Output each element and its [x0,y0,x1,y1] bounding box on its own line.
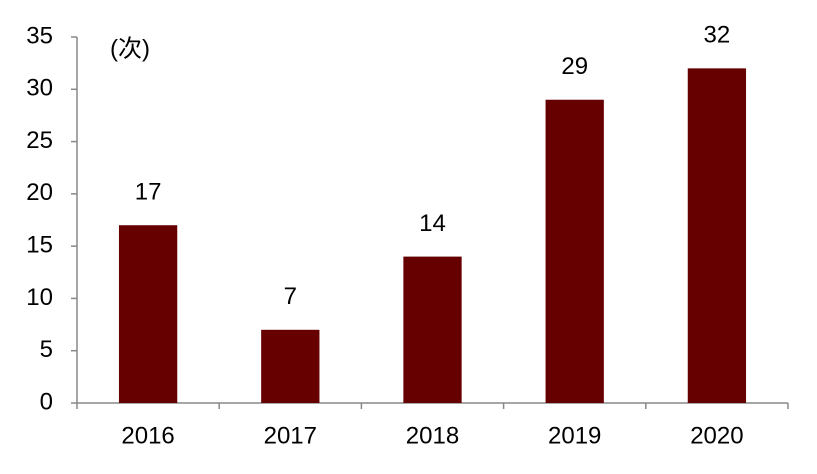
bar [261,329,320,403]
y-tick-label: 0 [40,388,53,415]
data-label: 14 [419,210,446,237]
y-tick-label: 25 [26,127,53,154]
data-label: 17 [135,179,162,206]
unit-label: (次) [110,35,150,62]
y-tick-label: 20 [26,179,53,206]
data-label: 7 [284,283,297,310]
x-tick-label: 2019 [548,422,601,449]
y-tick-label: 30 [26,75,53,102]
bar [687,68,747,403]
bar [545,99,604,403]
y-tick-label: 15 [26,231,53,258]
bar [118,225,178,403]
data-label: 29 [561,53,588,80]
x-tick-label: 2016 [121,422,174,449]
data-label: 32 [704,22,731,49]
x-tick-label: 2018 [406,422,459,449]
bar [403,256,462,403]
x-tick-label: 2017 [264,422,317,449]
y-tick-label: 35 [26,22,53,49]
y-tick-label: 5 [40,336,53,363]
x-tick-label: 2020 [690,422,743,449]
y-tick-label: 10 [26,284,53,311]
